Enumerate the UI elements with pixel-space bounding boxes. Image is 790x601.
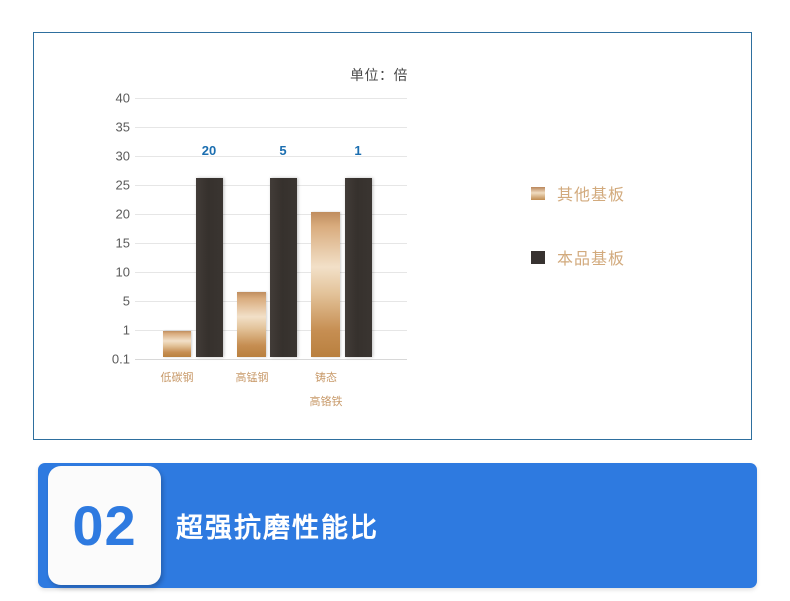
y-tick-label: 35 — [115, 119, 130, 135]
y-tick-label: 1 — [122, 322, 130, 338]
y-tick-label: 5 — [122, 293, 130, 309]
category-label-2-line1: 铸态 — [315, 372, 337, 384]
bar-other-2 — [311, 212, 340, 357]
legend-label-ours: 本品基板 — [557, 251, 626, 268]
y-tick-label: 40 — [115, 90, 130, 106]
bar-other-1 — [237, 292, 266, 357]
data-label-1: 5 — [279, 143, 287, 158]
legend-item-other: 其他基板 — [531, 181, 625, 205]
section-banner: 02 超强抗磨性能比 — [38, 463, 757, 588]
category-label-0: 低碳钢 — [160, 372, 194, 384]
legend-swatch-other-icon — [531, 186, 545, 200]
chart-plot-area: 单位：倍 40 35 30 25 20 15 10 5 1 0.1 20 — [34, 33, 751, 439]
bar-other-0 — [163, 331, 191, 357]
data-label-2: 1 — [354, 143, 362, 158]
bar-ours-2 — [345, 178, 372, 357]
gridline-baseline — [135, 359, 407, 360]
category-label-1: 高锰钢 — [235, 372, 269, 384]
y-axis: 40 35 30 25 20 15 10 5 1 0.1 — [96, 33, 130, 439]
y-tick-label: 20 — [115, 206, 130, 222]
bar-ours-0 — [196, 178, 223, 357]
legend-swatch-ours-icon — [531, 250, 545, 264]
y-tick-label: 25 — [115, 177, 130, 193]
legend-item-ours: 本品基板 — [531, 245, 625, 269]
y-tick-label: 10 — [115, 264, 130, 280]
data-label-0: 20 — [201, 143, 217, 158]
gridline — [135, 156, 407, 157]
bar-ours-1 — [270, 178, 297, 357]
section-number-badge: 02 — [48, 466, 161, 585]
gridline — [135, 127, 407, 128]
section-title: 超强抗磨性能比 — [176, 513, 379, 543]
y-tick-label: 15 — [115, 235, 130, 251]
y-tick-label: 30 — [115, 148, 130, 164]
y-tick-label: 0.1 — [111, 351, 130, 367]
chart-legend: 其他基板 本品基板 — [531, 181, 625, 309]
chart-card: 单位：倍 40 35 30 25 20 15 10 5 1 0.1 20 — [33, 32, 752, 440]
gridline — [135, 98, 407, 99]
category-label-2-line2: 高铬铁 — [309, 396, 343, 408]
legend-label-other: 其他基板 — [557, 187, 626, 204]
section-number: 02 — [72, 493, 137, 557]
chart-unit-caption: 单位：倍 — [350, 67, 408, 83]
